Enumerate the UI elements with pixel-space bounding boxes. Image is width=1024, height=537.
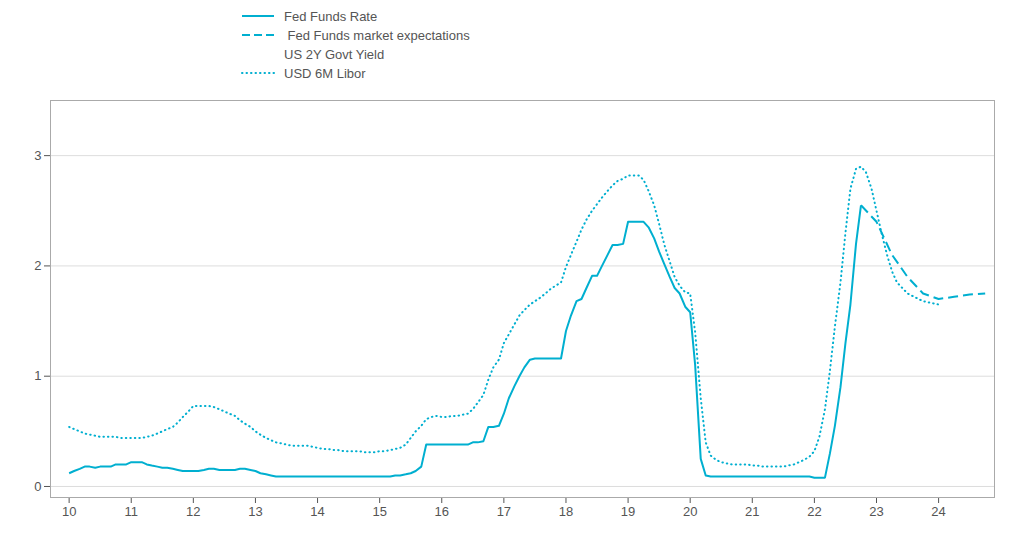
svg-text:12: 12 [186,504,200,519]
svg-text:10: 10 [62,504,76,519]
svg-text:11: 11 [124,504,138,519]
svg-text:2: 2 [34,258,41,273]
svg-text:0: 0 [34,479,41,494]
svg-text:3: 3 [34,148,41,163]
svg-text:24: 24 [931,504,945,519]
html-text:Fed Funds Rate: Fed Funds Rate [284,8,378,24]
html-text:USD 6M Libor: USD 6M Libor [284,65,366,81]
svg-text:23: 23 [869,504,883,519]
svg-text:1: 1 [34,368,41,383]
svg-text:13: 13 [248,504,262,519]
svg-text:21: 21 [745,504,759,519]
svg-text:19: 19 [621,504,635,519]
svg-text:16: 16 [435,504,449,519]
svg-text:14: 14 [310,504,324,519]
svg-text:17: 17 [497,504,511,519]
svg-text:18: 18 [559,504,573,519]
svg-text:15: 15 [372,504,386,519]
svg-text:20: 20 [683,504,697,519]
html-text:Fed Funds market expectations: Fed Funds market expectations [284,27,470,43]
html-text:US 2Y Govt Yield: US 2Y Govt Yield [284,46,385,62]
svg-text:22: 22 [807,504,821,519]
